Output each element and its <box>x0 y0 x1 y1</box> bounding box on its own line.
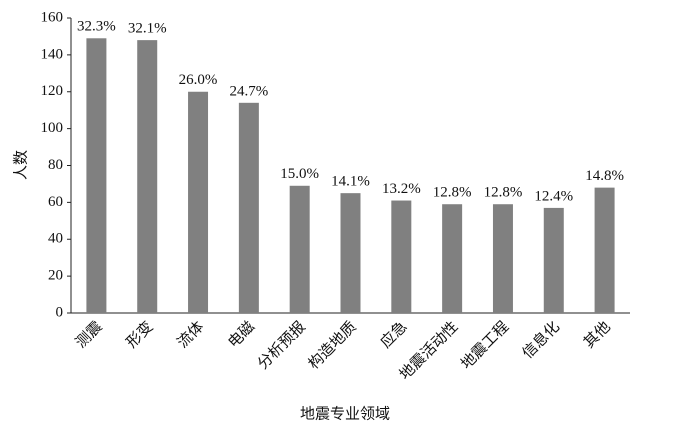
bar-label: 15.0% <box>280 166 319 182</box>
x-tick-label: 分析预报 <box>254 318 308 372</box>
bar-label: 13.2% <box>382 181 421 197</box>
x-tick-label: 地震工程 <box>458 318 512 372</box>
y-tick-label: 100 <box>41 120 64 136</box>
x-tick-label: 其他 <box>581 318 614 351</box>
bar <box>238 102 259 313</box>
bar <box>391 200 412 313</box>
x-tick-label: 形变 <box>123 318 156 351</box>
y-tick-label: 0 <box>56 304 64 320</box>
x-tick-label: 电磁 <box>225 318 258 351</box>
bar-label: 14.1% <box>331 174 370 190</box>
bar <box>188 91 209 313</box>
bar-label: 26.0% <box>179 72 218 88</box>
bar-label: 32.3% <box>77 19 116 35</box>
bar-label: 12.8% <box>484 185 523 201</box>
bar <box>594 187 615 313</box>
y-tick-label: 20 <box>48 268 63 284</box>
bar-label: 32.1% <box>128 21 167 37</box>
y-tick-label: 160 <box>41 9 64 25</box>
x-tick-label: 应急 <box>377 318 411 352</box>
bar-label: 14.8% <box>585 168 624 184</box>
bar-label: 24.7% <box>229 83 268 99</box>
bar-label: 12.4% <box>534 188 573 204</box>
bar <box>137 40 158 313</box>
x-tick-label: 信息化 <box>519 318 563 362</box>
bar <box>340 193 361 313</box>
bar <box>442 204 463 313</box>
bar <box>543 207 564 313</box>
x-tick-label: 测震 <box>72 318 105 351</box>
x-tick-label: 流体 <box>174 318 207 351</box>
bar <box>492 204 513 313</box>
y-tick-label: 120 <box>41 83 64 99</box>
y-tick-label: 60 <box>48 194 63 210</box>
x-tick-label: 构造地质 <box>305 318 359 372</box>
y-tick-label: 80 <box>48 157 63 173</box>
bar <box>86 38 107 313</box>
y-axis-label: 人数 <box>12 150 29 180</box>
bar <box>289 185 310 313</box>
y-tick-label: 140 <box>41 46 64 62</box>
bar-label: 12.8% <box>433 185 472 201</box>
y-tick-label: 40 <box>48 231 63 247</box>
x-axis-label: 地震专业领域 <box>300 405 390 422</box>
